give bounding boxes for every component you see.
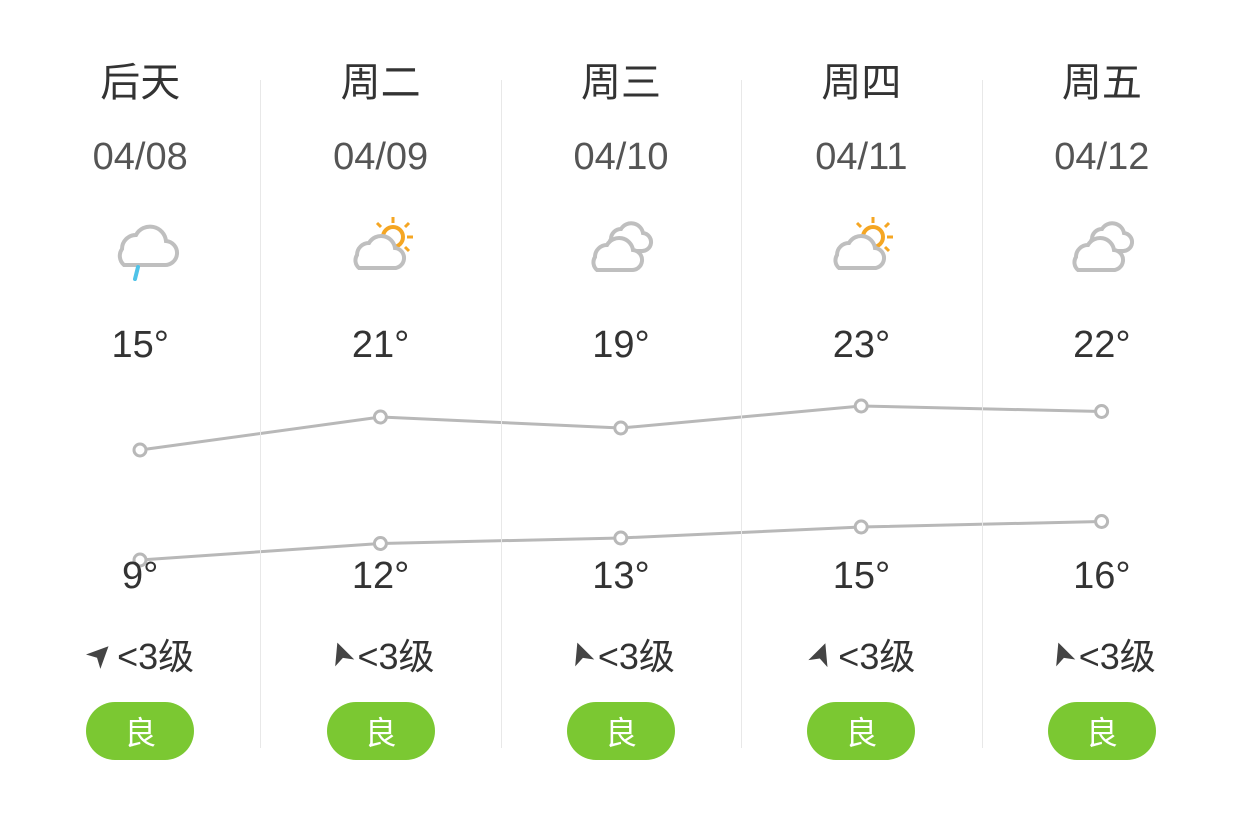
aqi-badge: 良 bbox=[327, 702, 435, 760]
weather-icon-3 bbox=[821, 209, 901, 289]
day-name: 后天 bbox=[100, 50, 180, 108]
aqi-badge: 良 bbox=[807, 702, 915, 760]
aqi-badge: 良 bbox=[1048, 702, 1156, 760]
wind-arrow-icon: ➤ bbox=[318, 635, 363, 673]
wind-arrow-icon: ➤ bbox=[77, 631, 123, 677]
wind-level: <3级 bbox=[838, 628, 915, 680]
day-column-1[interactable]: 周二 04/09 21° 12° ➤ <3级 良 bbox=[260, 50, 500, 788]
divider bbox=[741, 80, 742, 748]
day-column-2[interactable]: 周三 04/10 19° 13° ➤ <3级 良 bbox=[501, 50, 741, 788]
day-name: 周四 bbox=[821, 50, 901, 108]
weather-icon-1 bbox=[341, 209, 421, 289]
temp-high: 23° bbox=[833, 324, 890, 367]
aqi-badge: 良 bbox=[567, 702, 675, 760]
wind-level: <3级 bbox=[117, 628, 194, 680]
wind-arrow-icon: ➤ bbox=[798, 635, 843, 673]
wind-level: <3级 bbox=[1079, 628, 1156, 680]
wind-row: ➤ <3级 bbox=[1048, 628, 1156, 680]
divider bbox=[501, 80, 502, 748]
wind-arrow-icon: ➤ bbox=[1039, 635, 1084, 673]
wind-row: ➤ <3级 bbox=[567, 628, 675, 680]
temp-low: 15° bbox=[833, 555, 890, 598]
divider bbox=[982, 80, 983, 748]
weather-icon-2 bbox=[581, 209, 661, 289]
day-name: 周二 bbox=[341, 50, 421, 108]
divider bbox=[260, 80, 261, 748]
wind-row: ➤ <3级 bbox=[327, 628, 435, 680]
temp-high: 19° bbox=[592, 324, 649, 367]
weather-icon-0 bbox=[100, 209, 180, 289]
temp-low: 13° bbox=[592, 555, 649, 598]
temp-high: 15° bbox=[111, 324, 168, 367]
temp-low: 12° bbox=[352, 555, 409, 598]
day-name: 周五 bbox=[1062, 50, 1142, 108]
aqi-badge: 良 bbox=[86, 702, 194, 760]
weather-icon-4 bbox=[1062, 209, 1142, 289]
date: 04/12 bbox=[1054, 136, 1149, 179]
wind-row: ➤ <3级 bbox=[807, 628, 915, 680]
temp-high: 21° bbox=[352, 324, 409, 367]
day-column-4[interactable]: 周五 04/12 22° 16° ➤ <3级 良 bbox=[982, 50, 1222, 788]
day-column-3[interactable]: 周四 04/11 23° 15° ➤ <3级 良 bbox=[741, 50, 981, 788]
temp-low: 16° bbox=[1073, 555, 1130, 598]
wind-level: <3级 bbox=[598, 628, 675, 680]
temp-low: 9° bbox=[122, 555, 158, 598]
day-name: 周三 bbox=[581, 50, 661, 108]
forecast-container: 后天 04/08 15° 9° ➤ <3级 良 周二 04/09 21° 12° bbox=[0, 0, 1242, 828]
date: 04/11 bbox=[815, 136, 907, 179]
wind-arrow-icon: ➤ bbox=[558, 635, 603, 673]
date: 04/08 bbox=[93, 136, 188, 179]
wind-row: ➤ <3级 bbox=[86, 628, 194, 680]
temp-high: 22° bbox=[1073, 324, 1130, 367]
wind-level: <3级 bbox=[357, 628, 434, 680]
date: 04/10 bbox=[573, 136, 668, 179]
day-column-0[interactable]: 后天 04/08 15° 9° ➤ <3级 良 bbox=[20, 50, 260, 788]
date: 04/09 bbox=[333, 136, 428, 179]
